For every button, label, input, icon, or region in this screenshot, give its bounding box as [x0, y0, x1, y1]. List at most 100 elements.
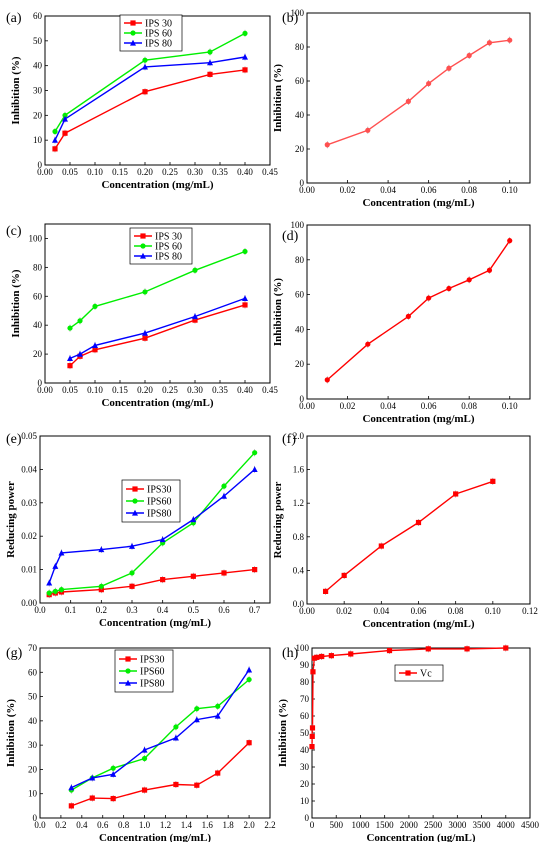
- x-tick-label: 0.06: [411, 606, 427, 616]
- data-point: [405, 313, 411, 319]
- x-tick-label: 0.10: [87, 167, 103, 177]
- data-point: [142, 63, 148, 70]
- data-point: [242, 302, 248, 308]
- data-point: [89, 774, 96, 781]
- data-point: [192, 317, 198, 323]
- plot-frame: [306, 224, 531, 400]
- panel-label: (h): [282, 646, 299, 661]
- y-tick-label: 0.8: [293, 532, 305, 542]
- x-tick-label: 0: [310, 820, 315, 830]
- y-tick-label: 80: [295, 255, 305, 265]
- x-tick-label: 0.0: [34, 820, 46, 830]
- x-tick-label: 0.6: [218, 605, 230, 615]
- x-tick-label: 0.00: [37, 167, 53, 177]
- x-tick-label: 1.2: [160, 820, 171, 830]
- x-axis-label: Concentration (mg/mL): [362, 618, 474, 630]
- x-tick-label: 0.0: [34, 605, 46, 615]
- data-point: [52, 136, 58, 143]
- data-point: [324, 142, 330, 148]
- x-tick-label: 0.2: [96, 605, 107, 615]
- data-point: [92, 342, 98, 349]
- data-point: [242, 248, 248, 255]
- data-point: [309, 744, 315, 750]
- y-tick-label: 0: [300, 178, 305, 188]
- x-tick-label: 0.45: [262, 385, 278, 395]
- y-tick-label: 0.00: [21, 598, 37, 608]
- panel-label: (b): [282, 11, 299, 26]
- plot-frame: [39, 435, 271, 604]
- data-point: [221, 492, 227, 499]
- data-point: [110, 795, 116, 802]
- x-tick-label: 0.3: [126, 605, 138, 615]
- panel-label: (d): [282, 229, 299, 244]
- data-point: [322, 588, 329, 594]
- y-axis-label: Inhibition (%): [272, 278, 284, 346]
- data-point: [142, 289, 148, 295]
- x-tick-label: 500: [329, 820, 343, 830]
- data-point: [190, 516, 197, 523]
- data-point: [486, 267, 493, 273]
- legend-marker: [130, 20, 136, 26]
- x-tick-label: 0.06: [421, 401, 437, 411]
- y-tick-label: 30: [300, 762, 310, 772]
- x-tick-label: 0.08: [461, 185, 477, 195]
- data-point: [68, 803, 74, 809]
- x-tick-label: 0.10: [502, 401, 518, 411]
- legend-entry: IPS 30: [155, 232, 182, 243]
- data-point: [67, 325, 73, 331]
- x-tick-label: 0.00: [299, 606, 315, 616]
- x-tick-label: 0.06: [421, 185, 437, 195]
- data-point: [309, 725, 316, 731]
- y-tick-label: 10: [300, 796, 310, 806]
- data-point: [378, 543, 384, 549]
- data-point: [207, 49, 213, 55]
- y-tick-label: 30: [28, 740, 38, 750]
- y-tick-label: 2.0: [293, 431, 305, 441]
- x-tick-label: 0.02: [340, 185, 356, 195]
- x-tick-label: 0.7: [249, 605, 261, 615]
- y-tick-label: 100: [291, 220, 305, 230]
- legend-entry: Vc: [420, 669, 432, 680]
- series-line-1: [71, 742, 250, 807]
- y-tick-label: 20: [28, 764, 38, 774]
- x-tick-label: 0.02: [336, 606, 352, 616]
- data-point: [252, 567, 258, 573]
- data-point: [207, 71, 213, 77]
- y-tick-label: 40: [295, 110, 305, 120]
- data-point: [242, 67, 248, 73]
- data-point: [110, 765, 116, 771]
- panel-label: (e): [6, 432, 22, 447]
- data-point: [46, 590, 52, 596]
- series-line-1: [327, 39, 510, 146]
- x-tick-label: 0.2: [55, 820, 66, 830]
- x-tick-label: 0.40: [237, 167, 253, 177]
- y-tick-label: 50: [28, 692, 38, 702]
- y-tick-label: 0: [38, 160, 43, 170]
- x-tick-label: 0.08: [461, 401, 477, 411]
- x-axis-label: Concentration (mg/mL): [101, 179, 213, 191]
- legend-box: [114, 649, 174, 693]
- x-tick-label: 0.30: [187, 385, 203, 395]
- data-point: [190, 573, 196, 579]
- y-tick-label: 30: [33, 86, 43, 96]
- y-tick-label: 80: [33, 262, 43, 272]
- y-tick-label: 0: [300, 394, 305, 404]
- data-point: [159, 536, 166, 543]
- data-point: [415, 519, 422, 526]
- x-tick-label: 0.40: [237, 385, 253, 395]
- plot-frame: [44, 223, 271, 384]
- data-point: [52, 588, 58, 594]
- x-tick-label: 0.10: [87, 385, 103, 395]
- x-tick-label: 0.10: [502, 185, 518, 195]
- data-point: [242, 295, 248, 302]
- data-point: [503, 645, 509, 651]
- y-tick-label: 1.2: [293, 498, 304, 508]
- x-tick-label: 0.15: [112, 167, 128, 177]
- y-tick-label: 80: [300, 677, 310, 687]
- x-tick-label: 0.8: [118, 820, 130, 830]
- data-point: [466, 52, 472, 59]
- data-point: [405, 98, 411, 104]
